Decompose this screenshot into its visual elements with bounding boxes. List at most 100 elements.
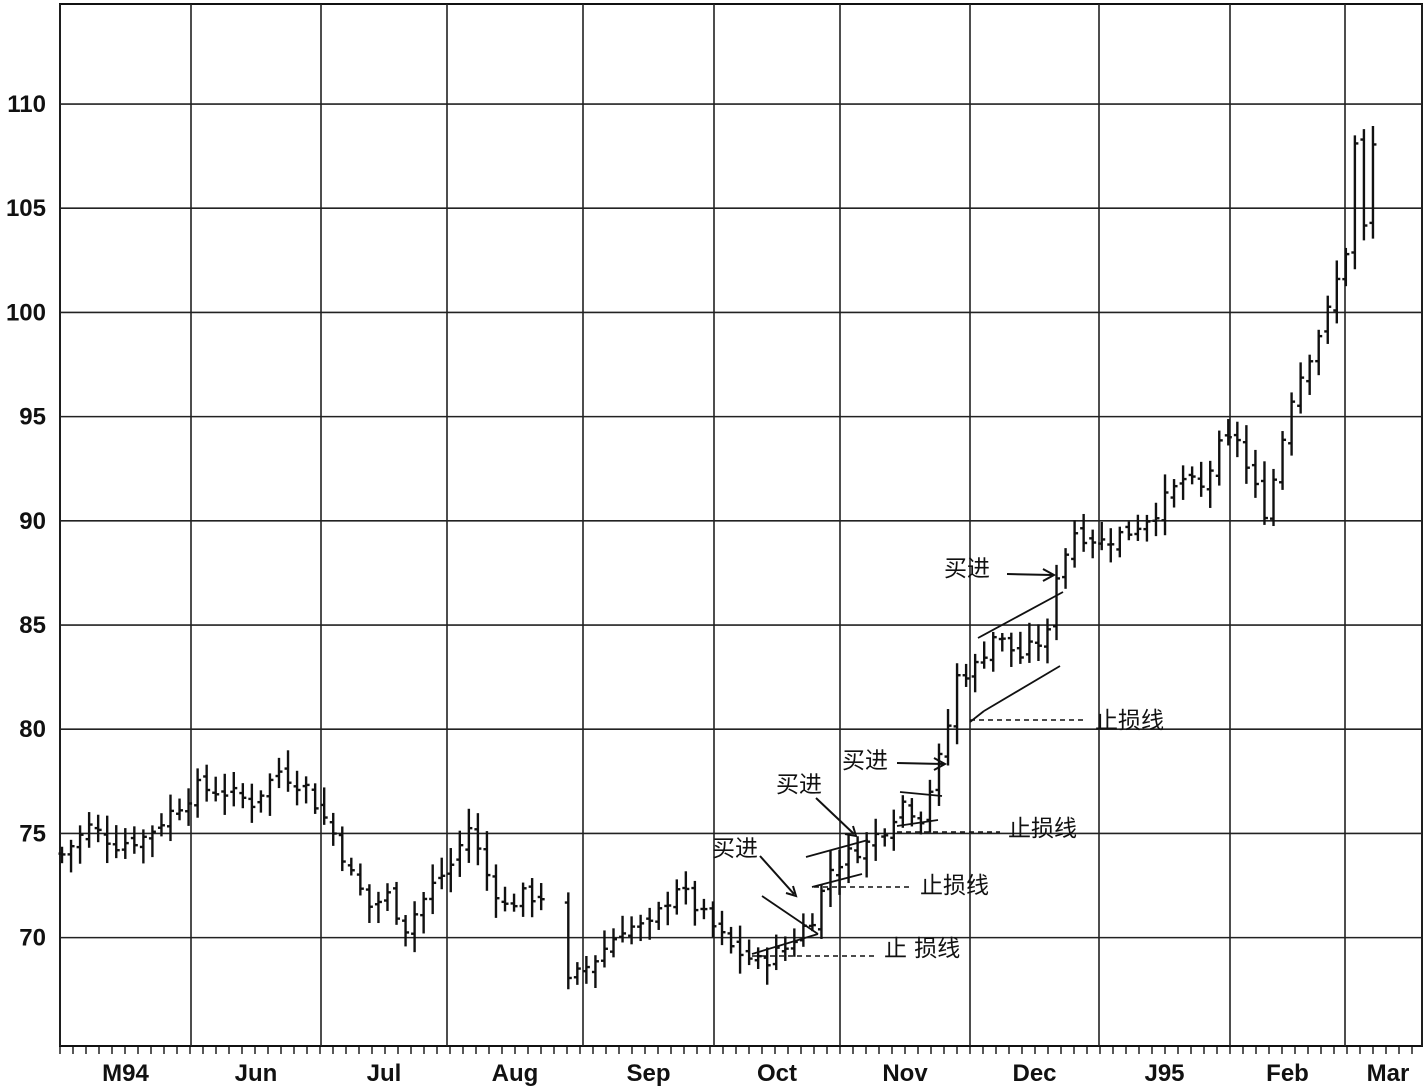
ohlc-bar	[130, 826, 138, 854]
ohlc-bar	[998, 633, 1006, 652]
ohlc-bar	[727, 926, 735, 954]
ohlc-bar	[139, 829, 147, 864]
ohlc-bar	[591, 955, 599, 989]
ohlc-bar	[528, 878, 536, 918]
ohlc-bar	[365, 884, 373, 923]
ohlc-bar	[1260, 461, 1268, 525]
ohlc-bar	[944, 709, 952, 766]
ohlc-bar	[519, 882, 527, 917]
ohlc-bar	[971, 653, 979, 693]
ohlc-bar	[745, 939, 753, 966]
ohlc-bar	[447, 848, 455, 893]
ohlc-bar	[1016, 631, 1024, 664]
pattern-trendline-5	[896, 819, 939, 827]
stop-lines: 止 损线 止损线 止损线 止损线	[752, 708, 1164, 962]
ohlc-bar	[1116, 526, 1124, 558]
ohlc-bar	[610, 928, 618, 958]
price-bars	[58, 126, 1377, 990]
ohlc-bar	[185, 788, 193, 826]
ohlc-bar	[628, 916, 636, 945]
ohlc-bar	[619, 915, 627, 943]
ohlc-bar	[166, 794, 174, 842]
ohlc-bar	[1270, 468, 1278, 527]
ohlc-bar	[1134, 514, 1142, 541]
x-tick-label-Oct: Oct	[757, 1060, 797, 1087]
buy-arrow-4	[1006, 568, 1057, 582]
ohlc-bar	[709, 901, 717, 938]
ohlc-bar	[1062, 548, 1070, 589]
x-tick-label-Nov: Nov	[882, 1060, 928, 1087]
ohlc-bar	[320, 787, 328, 825]
pattern-trendline-2	[805, 839, 869, 858]
ohlc-bar	[1242, 425, 1250, 484]
ohlc-bar	[1034, 624, 1042, 661]
x-tick-label-Jul: Jul	[367, 1060, 402, 1087]
ohlc-bar	[1206, 460, 1214, 508]
ohlc-bar	[564, 892, 572, 990]
ohlc-bar	[221, 773, 229, 815]
ohlc-bar	[1333, 260, 1341, 324]
pattern-trendline-4	[899, 791, 943, 797]
x-tick-label-Dec: Dec	[1012, 1060, 1056, 1087]
ohlc-bar	[890, 809, 898, 851]
buy-arrow-2	[815, 797, 858, 838]
ohlc-bar	[1233, 421, 1241, 458]
ohlc-bar	[1071, 520, 1079, 568]
ohlc-bar	[573, 962, 581, 985]
pattern-trendline-1	[751, 933, 819, 955]
ohlc-bar	[1152, 502, 1160, 537]
ohlc-bar	[682, 871, 690, 905]
y-axis-ticks: 70 75 80 85 90 95 100 105 110	[6, 91, 46, 952]
pattern-trendline-7	[983, 665, 1061, 712]
ohlc-bar	[691, 880, 699, 926]
buy-signals: 买进 买进 买进 买进	[712, 556, 1057, 898]
y-tick-label-105: 105	[6, 195, 46, 222]
ohlc-bar	[826, 850, 834, 908]
buy-arrow-1	[759, 855, 798, 898]
ohlc-bar	[356, 863, 364, 896]
stop-label-3: 止损线	[1008, 816, 1077, 842]
ohlc-bar	[157, 813, 165, 837]
stop-label-1: 止 损线	[884, 936, 960, 962]
x-tick-label-M94: M94	[102, 1060, 149, 1087]
y-tick-label-100: 100	[6, 299, 46, 326]
ohlc-bar	[718, 910, 726, 946]
ohlc-bar	[302, 776, 310, 804]
x-tick-label-Feb: Feb	[1266, 1060, 1309, 1087]
ohlc-bar	[908, 798, 916, 827]
x-axis-ticks: M94 Jun Jul Aug Sep Oct Nov Dec J95 Feb Mar	[59, 1046, 1413, 1087]
grid	[59, 3, 1423, 1047]
ohlc-bar	[537, 883, 545, 911]
ohlc-bar	[429, 864, 437, 915]
buy-label-3: 买进	[842, 748, 888, 774]
ohlc-bar	[899, 795, 907, 828]
ohlc-bar	[1306, 354, 1314, 395]
ohlc-bar	[664, 891, 672, 926]
ohlc-bar	[881, 828, 889, 847]
ohlc-bar	[456, 830, 464, 877]
pattern-trendline-3	[811, 873, 863, 888]
ohlc-bar	[393, 881, 401, 925]
ohlc-bar	[483, 831, 491, 891]
x-tick-label-Aug: Aug	[492, 1060, 539, 1087]
ohlc-bar	[347, 857, 355, 876]
y-tick-label-85: 85	[19, 612, 46, 639]
ohlc-bar	[338, 826, 346, 872]
ohlc-bar	[1143, 514, 1151, 542]
ohlc-bar	[980, 641, 988, 669]
y-tick-label-70: 70	[19, 925, 46, 952]
ohlc-bar	[411, 901, 419, 953]
ohlc-bar	[67, 839, 75, 873]
x-tick-label-Jun: Jun	[235, 1060, 278, 1087]
ohlc-bar	[383, 883, 391, 911]
ohlc-bar	[103, 815, 111, 864]
ohlc-bar	[203, 764, 211, 802]
y-tick-label-80: 80	[19, 716, 46, 743]
ohlc-bar	[311, 783, 319, 814]
ohlc-bar	[402, 915, 410, 947]
ohlc-bar	[646, 907, 654, 940]
ohlc-bar	[854, 836, 862, 864]
x-tick-label-Sep: Sep	[626, 1060, 670, 1087]
ohlc-bar	[112, 825, 120, 859]
